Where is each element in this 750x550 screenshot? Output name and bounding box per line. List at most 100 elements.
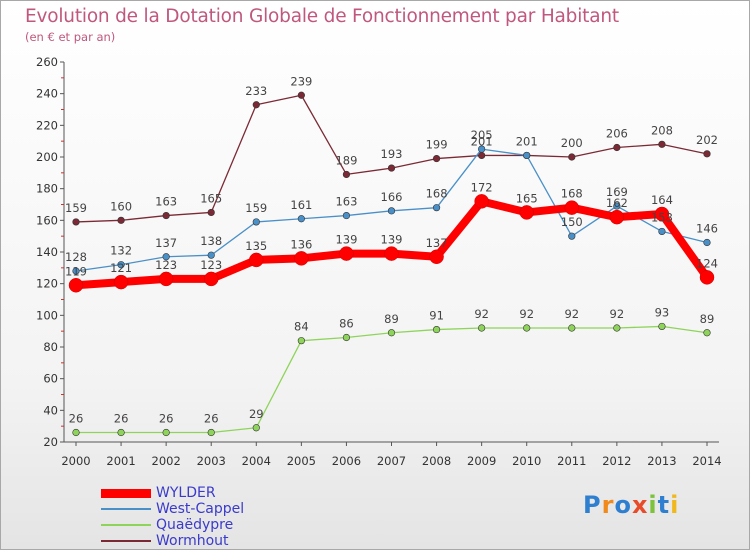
data-point <box>72 218 80 226</box>
legend-label-west-cappel: West-Cappel <box>156 501 245 517</box>
data-label: 193 <box>381 147 403 161</box>
logo-letter: r <box>601 491 615 519</box>
data-label: 159 <box>245 201 267 215</box>
x-tick-label: 2013 <box>647 454 676 468</box>
legend-item-wylder: WYLDER <box>101 485 361 501</box>
data-point <box>429 249 444 264</box>
logo-letter: t <box>657 491 671 519</box>
data-label: 139 <box>335 233 357 247</box>
data-point <box>72 428 80 437</box>
data-label: 189 <box>335 153 357 167</box>
data-point <box>658 227 666 236</box>
data-label: 29 <box>249 407 264 421</box>
x-tick-label: 2000 <box>61 454 90 468</box>
y-tick-label: 60 <box>43 372 58 386</box>
data-point <box>252 218 260 226</box>
logo-letter: P <box>583 491 602 519</box>
data-point <box>478 145 486 153</box>
y-tick-label: 120 <box>36 277 58 291</box>
data-label: 92 <box>610 307 625 321</box>
data-point <box>342 211 351 220</box>
data-point <box>162 211 170 220</box>
data-label: 137 <box>426 236 448 250</box>
x-tick-label: 2004 <box>242 454 271 468</box>
data-label: 169 <box>606 185 628 199</box>
data-label: 153 <box>651 210 673 224</box>
data-point <box>339 246 354 261</box>
data-label: 163 <box>155 195 177 209</box>
y-tick-label: 160 <box>36 213 58 227</box>
proxiti-logo: Proxiti <box>583 491 679 519</box>
data-label: 91 <box>429 309 444 323</box>
x-tick-label: 2010 <box>512 454 541 468</box>
data-point <box>384 246 399 261</box>
y-tick-label: 220 <box>36 118 58 132</box>
legend-item-west-cappel: West-Cappel <box>101 501 361 517</box>
data-label: 132 <box>110 244 132 258</box>
data-label: 166 <box>381 190 403 204</box>
legend-item-quaedypre: Quaëdypre <box>101 517 361 533</box>
data-point <box>703 150 711 158</box>
x-tick-label: 2002 <box>152 454 181 468</box>
data-point <box>703 329 711 337</box>
legend-swatch-wylder <box>101 489 151 498</box>
x-tick-label: 2007 <box>377 454 406 468</box>
data-label: 26 <box>69 412 84 426</box>
data-label: 92 <box>519 307 534 321</box>
chart-subtitle: (en € et par an) <box>25 30 116 44</box>
data-point <box>297 337 305 345</box>
x-tick-label: 2005 <box>287 454 316 468</box>
data-point <box>297 215 305 223</box>
legend-item-wormhout: Wormhout <box>101 533 361 549</box>
x-tick-label: 2003 <box>197 454 226 468</box>
y-tick-label: 80 <box>43 340 58 354</box>
data-label: 201 <box>516 134 538 148</box>
data-label: 168 <box>561 187 583 201</box>
data-label: 165 <box>516 191 538 205</box>
data-point <box>568 324 576 332</box>
data-point <box>68 278 84 293</box>
y-tick-label: 40 <box>43 403 58 417</box>
data-label: 92 <box>474 307 489 321</box>
data-label: 123 <box>200 258 222 272</box>
legend-label-wormhout: Wormhout <box>156 533 229 549</box>
data-label: 89 <box>384 312 399 326</box>
data-label: 161 <box>290 198 312 212</box>
data-label: 136 <box>290 237 312 251</box>
data-label: 205 <box>471 128 493 142</box>
data-point <box>609 209 625 225</box>
data-label: 239 <box>290 74 312 88</box>
logo-letter: i <box>648 491 658 519</box>
y-tick-label: 20 <box>43 435 58 449</box>
data-label: 119 <box>65 264 87 278</box>
legend-swatch-west-cappel <box>101 508 151 510</box>
data-point <box>113 274 129 290</box>
legend: WYLDER West-Cappel Quaëdypre Wormhout <box>101 485 361 549</box>
data-point <box>203 271 219 287</box>
data-point <box>158 271 174 287</box>
data-label: 172 <box>471 180 493 194</box>
data-point <box>658 322 666 331</box>
data-label: 128 <box>65 250 87 264</box>
data-point <box>703 238 711 247</box>
data-point <box>387 329 396 337</box>
data-point <box>654 206 670 222</box>
chart-title: Evolution de la Dotation Globale de Fonc… <box>25 6 619 27</box>
data-point <box>342 333 351 342</box>
data-point <box>207 251 215 259</box>
data-label: 164 <box>651 193 673 207</box>
data-point <box>72 267 80 275</box>
data-point <box>523 324 531 332</box>
data-label: 123 <box>155 258 177 272</box>
data-label: 89 <box>700 312 715 326</box>
data-label: 233 <box>245 84 267 98</box>
data-label: 93 <box>655 305 670 319</box>
data-label: 206 <box>606 127 628 141</box>
data-point <box>613 143 621 152</box>
data-label: 139 <box>381 233 403 247</box>
data-point <box>613 324 621 332</box>
data-label: 86 <box>339 317 354 331</box>
data-point <box>387 207 396 215</box>
data-label: 160 <box>110 199 132 213</box>
data-point <box>207 208 215 217</box>
